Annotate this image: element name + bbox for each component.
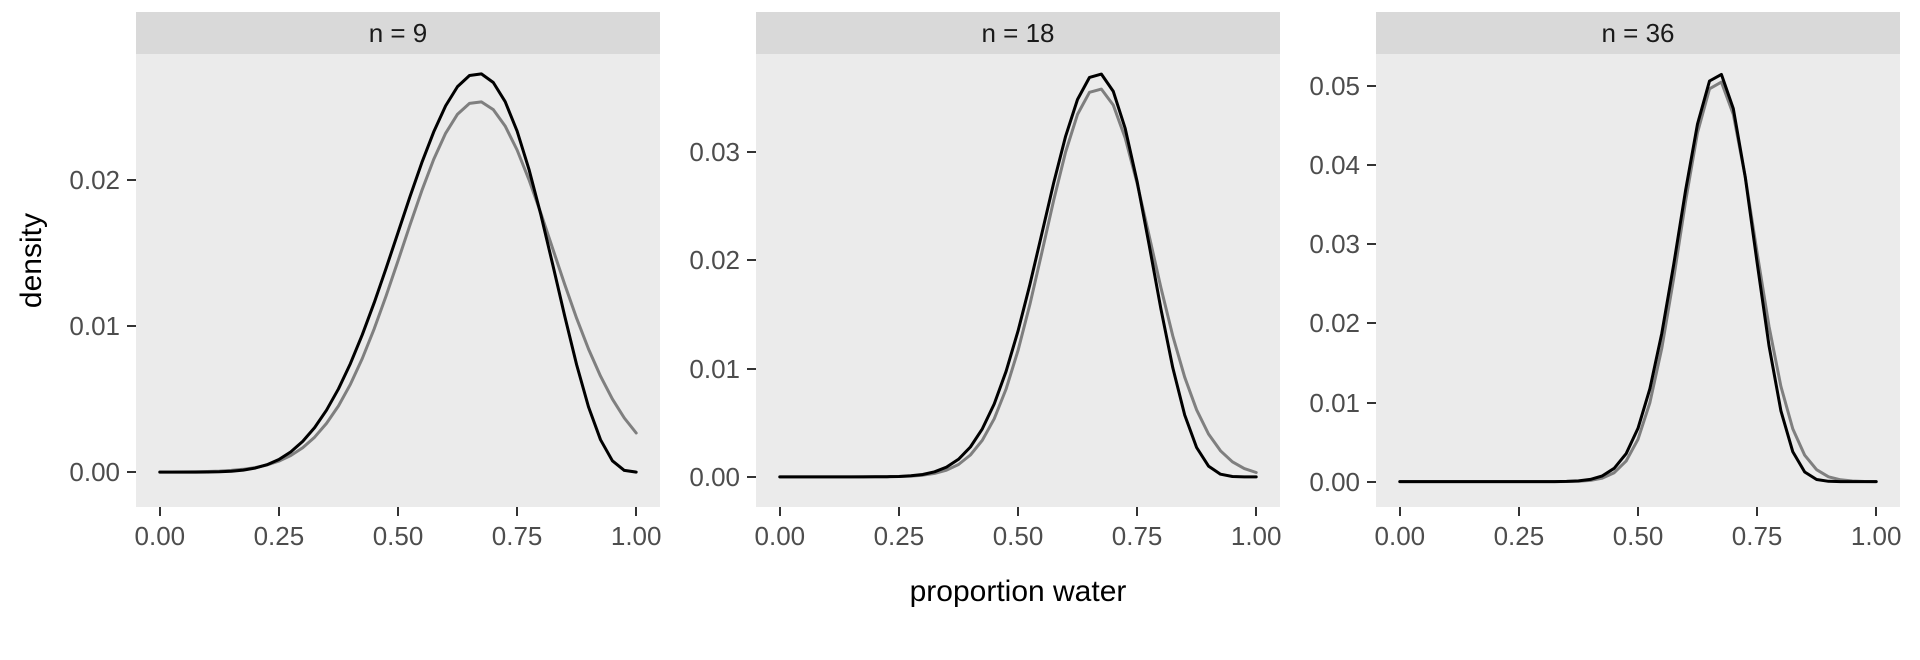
x-tick-label: 0.75	[1731, 521, 1783, 551]
density-curves	[778, 72, 1258, 479]
y-tick-mark	[1367, 401, 1376, 404]
density-curves	[158, 72, 638, 474]
y-tick-label: 0.02	[69, 165, 120, 196]
facet-n18: n = 18 0.00 0.01 0.02 0.03 0.00 0.25 0.50 0.75…	[676, 12, 1282, 561]
x-tick-mark	[277, 507, 280, 516]
x-tick-label: 0.25	[253, 521, 305, 551]
x-tick-label: 1.00	[610, 521, 662, 551]
facet-strip-label: n = 18	[981, 17, 1055, 48]
x-tick-label: 0.25	[1493, 521, 1545, 551]
facet-strip-n9: n = 9	[136, 12, 660, 54]
x-axis-n9: 0.00 0.25 0.50 0.75 1.00	[134, 507, 662, 561]
y-axis-n18: 0.00 0.01 0.02 0.03	[676, 54, 756, 507]
x-tick-mark	[1517, 507, 1520, 516]
x-tick-label: 0.75	[491, 521, 543, 551]
y-tick-mark	[747, 367, 756, 370]
y-axis-title: density	[15, 213, 48, 309]
y-tick-label: 0.01	[689, 353, 740, 384]
y-tick-mark	[1367, 243, 1376, 246]
density-curves	[1398, 72, 1878, 484]
facet-strip-label: n = 9	[368, 17, 428, 48]
panel-n9	[136, 54, 660, 507]
y-tick-mark	[127, 325, 136, 328]
y-tick-mark	[127, 471, 136, 474]
y-tick-label: 0.04	[1309, 150, 1360, 181]
curve-gray	[158, 100, 638, 474]
y-tick-mark	[747, 259, 756, 262]
x-tick-label: 1.00	[1230, 521, 1282, 551]
x-tick-label: 1.00	[1850, 521, 1902, 551]
facet-row: n = 9 0.00 0.01 0.02 0.00 0.25 0.50 0.75 1.00 …	[56, 12, 1902, 561]
x-tick-label: 0.00	[1374, 521, 1426, 551]
x-tick-label: 0.75	[1111, 521, 1163, 551]
y-tick-mark	[1367, 85, 1376, 88]
x-tick-mark	[1136, 507, 1139, 516]
x-tick-label: 0.50	[992, 521, 1044, 551]
x-tick-label: 0.25	[873, 521, 925, 551]
panel-n36	[1376, 54, 1900, 507]
facet-n36: n = 36 0.00 0.01 0.02 0.03 0.04 0.05 0.00 0.25…	[1296, 12, 1902, 561]
x-tick-mark	[516, 507, 519, 516]
y-tick-label: 0.05	[1309, 71, 1360, 102]
x-tick-label: 0.50	[1612, 521, 1664, 551]
x-tick-label: 0.00	[134, 521, 186, 551]
facet-strip-n18: n = 18	[756, 12, 1280, 54]
y-tick-mark	[1367, 164, 1376, 167]
plot-region: n = 9 0.00 0.01 0.02 0.00 0.25 0.50 0.75 1.00 …	[56, 12, 1902, 608]
y-tick-label: 0.01	[69, 311, 120, 342]
x-tick-mark	[1398, 507, 1401, 516]
x-tick-mark	[1017, 507, 1019, 516]
y-tick-label: 0.03	[1309, 229, 1360, 260]
x-tick-label: 0.50	[372, 521, 424, 551]
panel-n18	[756, 54, 1280, 507]
facet-strip-n36: n = 36	[1376, 12, 1900, 54]
y-tick-mark	[747, 150, 756, 153]
x-axis-n36: 0.00 0.25 0.50 0.75 1.00	[1374, 507, 1902, 561]
curve-black	[1398, 72, 1878, 484]
x-tick-mark	[1637, 507, 1639, 516]
y-tick-label: 0.03	[689, 136, 740, 167]
y-tick-mark	[127, 179, 136, 182]
y-tick-label: 0.00	[1309, 466, 1360, 497]
x-tick-mark	[397, 507, 399, 516]
x-tick-mark	[897, 507, 900, 516]
curve-gray	[1398, 80, 1878, 484]
y-tick-label: 0.00	[689, 461, 740, 492]
x-tick-mark	[778, 507, 781, 516]
x-axis-n18: 0.00 0.25 0.50 0.75 1.00	[754, 507, 1282, 561]
y-axis-title-column: density	[8, 12, 56, 660]
x-axis-title: proportion water	[909, 575, 1127, 608]
y-tick-label: 0.02	[1309, 308, 1360, 339]
x-tick-mark	[1756, 507, 1759, 516]
y-tick-label: 0.02	[689, 245, 740, 276]
y-tick-label: 0.01	[1309, 387, 1360, 418]
y-tick-mark	[1367, 322, 1376, 325]
y-tick-label: 0.00	[69, 457, 120, 488]
facet-n9: n = 9 0.00 0.01 0.02 0.00 0.25 0.50 0.75 1.00	[56, 12, 662, 561]
facet-strip-label: n = 36	[1601, 17, 1675, 48]
x-tick-mark	[158, 507, 161, 516]
curve-black	[778, 72, 1258, 479]
x-tick-mark	[1875, 507, 1878, 516]
y-tick-mark	[747, 475, 756, 478]
x-tick-mark	[635, 507, 638, 516]
x-tick-mark	[1255, 507, 1258, 516]
y-tick-mark	[1367, 480, 1376, 483]
y-axis-n9: 0.00 0.01 0.02	[56, 54, 136, 507]
y-axis-n36: 0.00 0.01 0.02 0.03 0.04 0.05	[1296, 54, 1376, 507]
x-tick-label: 0.00	[754, 521, 806, 551]
curve-black	[158, 72, 638, 474]
